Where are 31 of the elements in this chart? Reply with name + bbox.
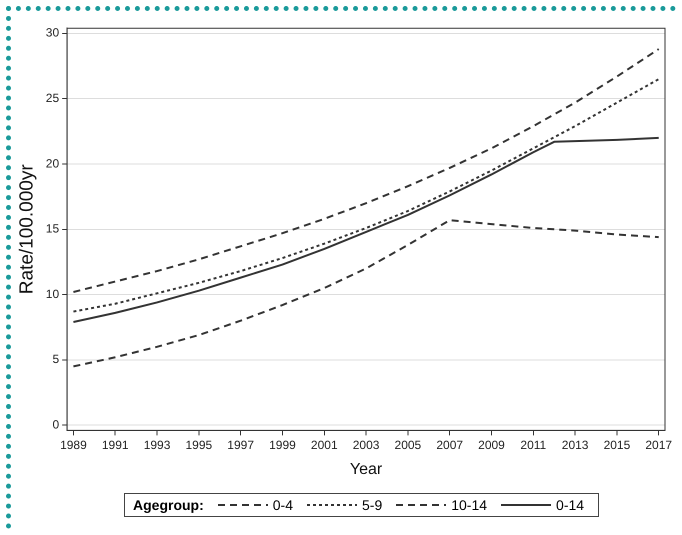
x-axis-title: Year bbox=[350, 460, 383, 478]
line-series bbox=[72, 219, 660, 368]
legend-label: 0-14 bbox=[556, 497, 584, 513]
x-tick-label: 2013 bbox=[562, 438, 589, 452]
x-tick-label: 2001 bbox=[310, 438, 338, 452]
legend-label: 0-4 bbox=[272, 497, 293, 513]
x-tick-label: 1995 bbox=[185, 438, 213, 452]
x-tick-label: 1991 bbox=[102, 438, 129, 452]
x-tick-label: 1997 bbox=[227, 438, 254, 452]
line-series bbox=[72, 48, 660, 293]
x-tick-label: 1993 bbox=[144, 438, 171, 452]
x-tick-label: 2003 bbox=[352, 438, 380, 452]
x-tick-label: 2015 bbox=[604, 438, 631, 452]
y-tick-label: 30 bbox=[46, 26, 60, 40]
y-tick-label: 25 bbox=[46, 91, 60, 106]
legend-label: 10-14 bbox=[451, 497, 488, 513]
y-tick-label: 0 bbox=[52, 417, 60, 432]
x-tick-label: 2009 bbox=[478, 438, 506, 452]
y-tick-label: 5 bbox=[52, 352, 60, 366]
x-tick-label: 1989 bbox=[60, 438, 88, 452]
y-tick-label: 10 bbox=[46, 286, 60, 301]
legend-title: Agegroup: bbox=[133, 497, 204, 513]
y-tick-label: 20 bbox=[46, 156, 60, 170]
x-tick-label: 2011 bbox=[520, 438, 547, 452]
y-tick-label: 15 bbox=[46, 222, 60, 236]
x-tick-label: 2017 bbox=[645, 438, 672, 452]
y-axis-title: Rate/100.000yr bbox=[16, 164, 38, 294]
x-tick-label: 1999 bbox=[269, 438, 296, 452]
x-tick-label: 2005 bbox=[394, 438, 422, 452]
x-tick-label: 2007 bbox=[436, 438, 464, 452]
legend-label: 5-9 bbox=[362, 497, 382, 513]
